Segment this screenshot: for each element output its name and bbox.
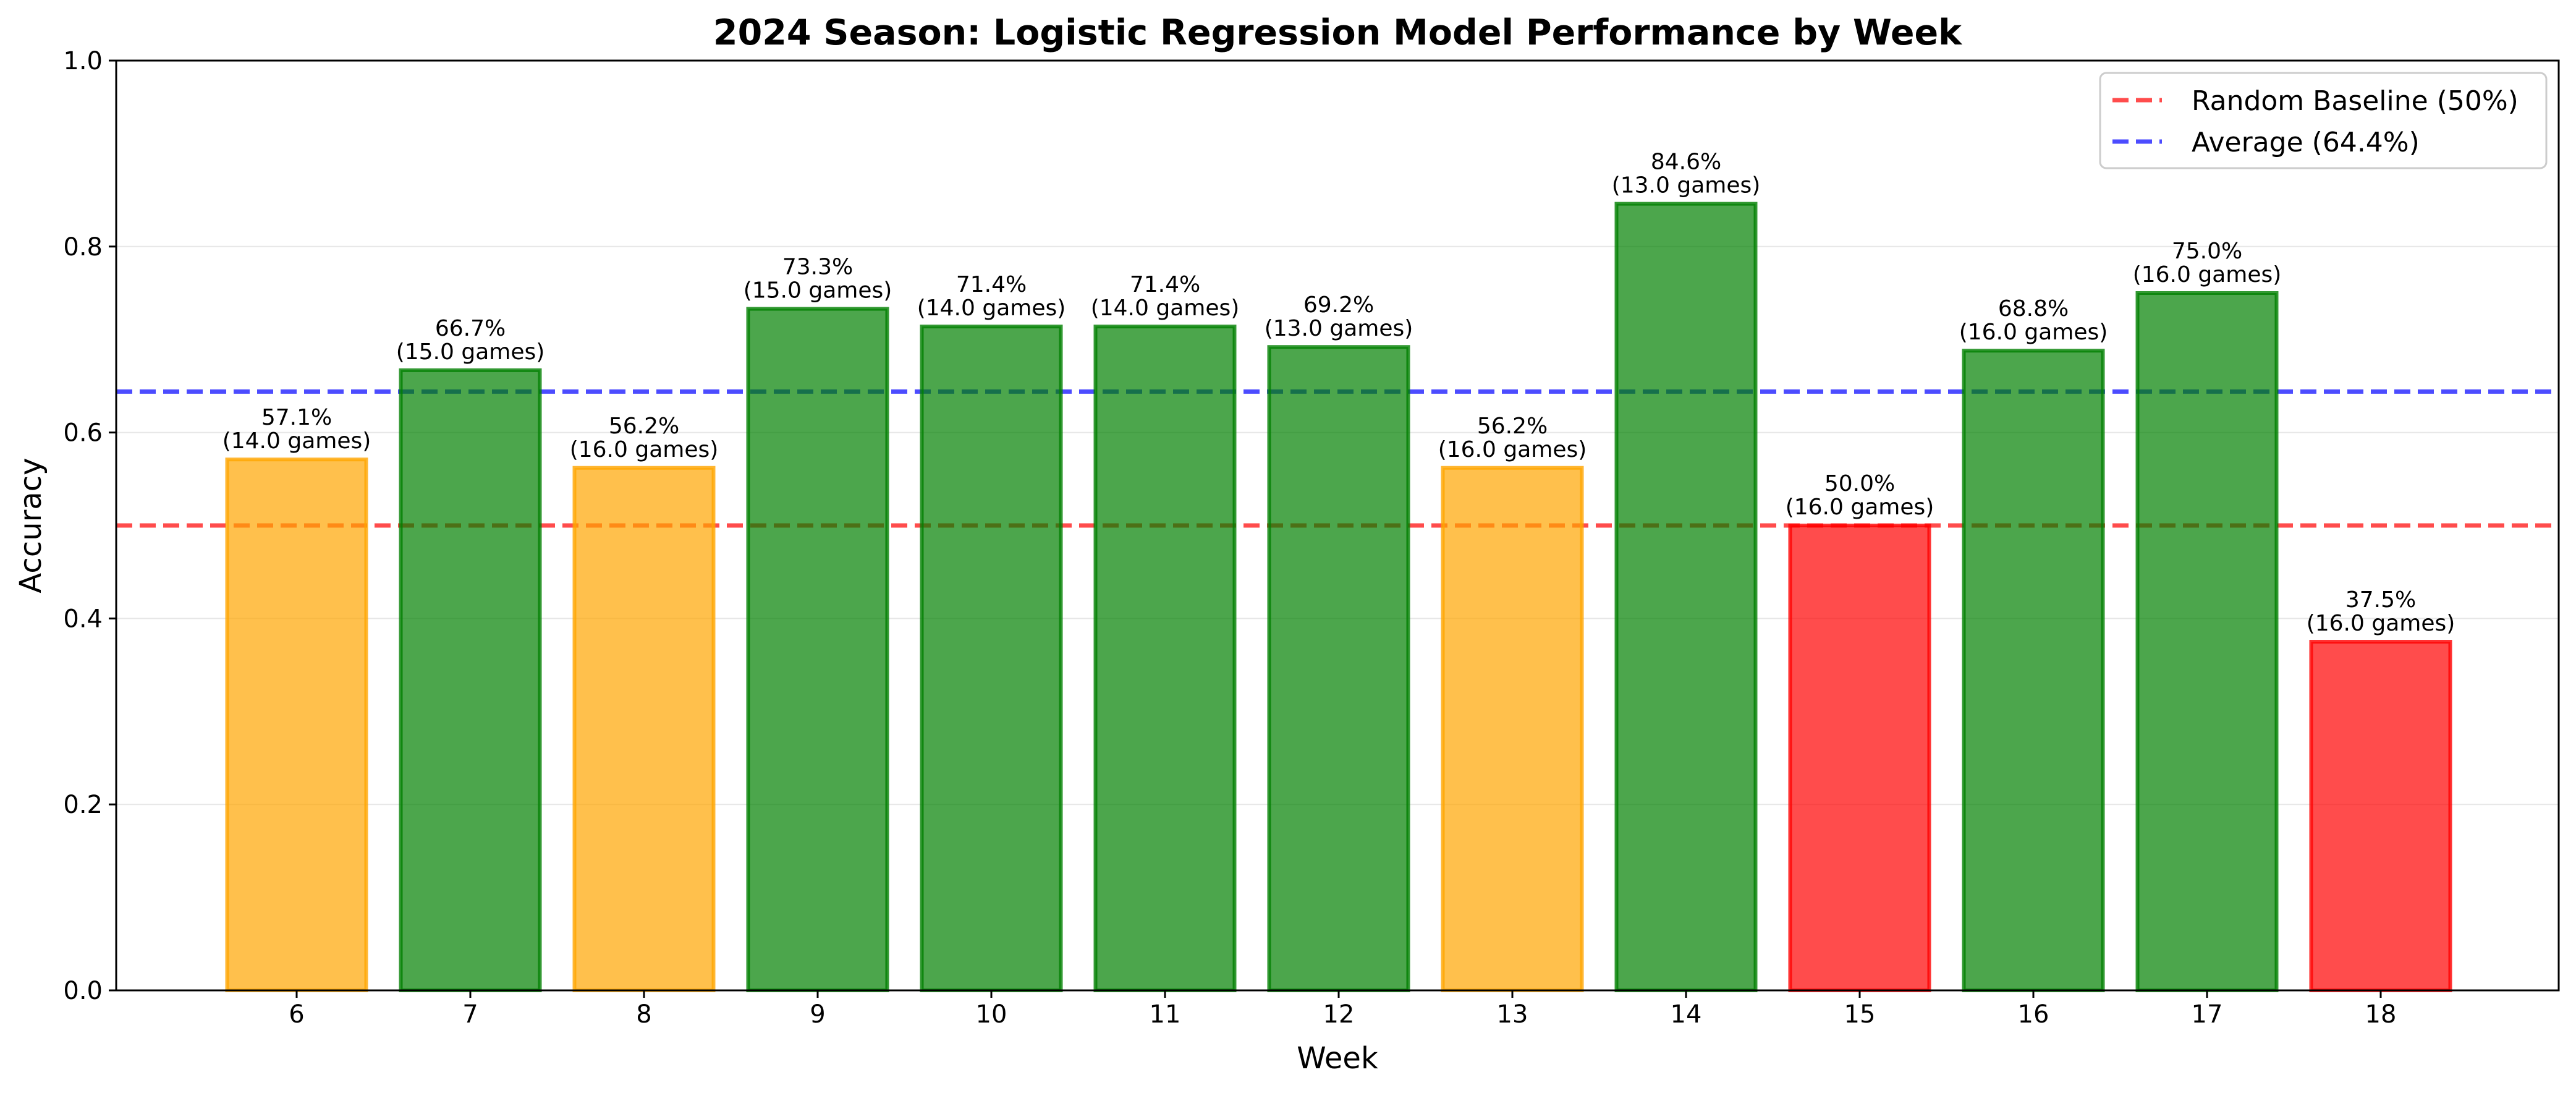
x-tick-label: 18 (2365, 1000, 2397, 1029)
legend-label: Average (64.4%) (2192, 127, 2420, 158)
bar (225, 457, 368, 992)
x-tick-label: 7 (462, 1000, 478, 1029)
bar (1788, 524, 1931, 992)
bar-value-label: 57.1% (261, 405, 332, 430)
x-tick-label: 15 (1844, 1000, 1876, 1029)
bar-value-label: 50.0% (1824, 471, 1895, 496)
bar-value-label: 56.2% (1477, 414, 1548, 439)
x-tick-label: 6 (289, 1000, 304, 1029)
y-tick-label: 0.0 (63, 977, 103, 1005)
bar-value-label: 56.2% (609, 414, 679, 439)
bar-games-label: (15.0 games) (396, 339, 545, 365)
x-tick-label: 14 (1671, 1000, 1702, 1029)
bar (2135, 291, 2279, 992)
bar-value-label: 37.5% (2345, 587, 2416, 613)
bar-value-label: 84.6% (1651, 150, 1721, 175)
x-tick-label: 11 (1150, 1000, 1181, 1029)
bar-games-label: (13.0 games) (1265, 316, 1413, 341)
legend-box (2099, 72, 2548, 169)
bar-value-label: 68.8% (1998, 296, 2069, 321)
chart-title: 2024 Season: Logistic Regression Model P… (713, 12, 1962, 53)
x-tick-label: 12 (1323, 1000, 1355, 1029)
bar (746, 307, 889, 992)
x-tick-label: 10 (976, 1000, 1007, 1029)
y-axis-label: Accuracy (14, 457, 48, 593)
bar-games-label: (14.0 games) (222, 428, 371, 454)
bar-games-label: (16.0 games) (1959, 320, 2108, 345)
y-tick-label: 0.8 (63, 233, 103, 262)
bar-games-label: (16.0 games) (1786, 495, 1934, 520)
y-tick-label: 0.6 (63, 419, 103, 448)
bars (225, 202, 2452, 993)
plot-frame (115, 59, 2560, 992)
x-tick-label: 13 (1497, 1000, 1528, 1029)
x-tick-label: 17 (2192, 1000, 2223, 1029)
x-axis-ticks: 6 7 8 9 10 11 12 13 14 15 16 17 18 (289, 990, 2396, 1029)
bar-games-label: (16.0 games) (2133, 262, 2282, 287)
bar (1441, 466, 1584, 992)
bar-value-label: 69.2% (1303, 292, 1374, 318)
legend-label: Random Baseline (50%) (2192, 85, 2519, 117)
bar-games-label: (14.0 games) (1091, 296, 1240, 321)
bar (1093, 325, 1237, 992)
bar-games-label: (14.0 games) (917, 296, 1066, 321)
bar (920, 325, 1063, 992)
x-tick-label: 16 (2018, 1000, 2049, 1029)
bar (1962, 349, 2105, 992)
x-axis-label: Week (1297, 1041, 1378, 1076)
bar (1267, 345, 1410, 992)
bar-value-label: 73.3% (782, 255, 853, 280)
bar (572, 466, 716, 992)
bar-value-label: 66.7% (435, 316, 506, 341)
x-tick-label: 9 (810, 1000, 825, 1029)
bar-games-label: (16.0 games) (2307, 611, 2455, 636)
x-tick-label: 8 (636, 1000, 651, 1029)
bar-games-label: (13.0 games) (1612, 173, 1761, 198)
bar-labels: 57.1%(14.0 games)66.7%(15.0 games)56.2%(… (222, 150, 2455, 636)
y-tick-label: 0.4 (63, 605, 103, 633)
y-axis-ticks: 0.0 0.2 0.4 0.6 0.8 1.0 (63, 47, 116, 1005)
bar-games-label: (16.0 games) (1438, 437, 1587, 462)
legend: Random Baseline (50%) Average (64.4%) (2099, 72, 2548, 169)
bar-value-label: 75.0% (2172, 239, 2242, 264)
bar-value-label: 71.4% (956, 272, 1027, 297)
y-tick-label: 1.0 (63, 47, 103, 75)
y-tick-label: 0.2 (63, 791, 103, 819)
bar-games-label: (15.0 games) (744, 278, 892, 304)
bar (399, 368, 542, 992)
bar (2309, 640, 2452, 992)
bar-value-label: 71.4% (1130, 272, 1200, 297)
bar-games-label: (16.0 games) (570, 437, 719, 462)
bar (1614, 202, 1758, 993)
